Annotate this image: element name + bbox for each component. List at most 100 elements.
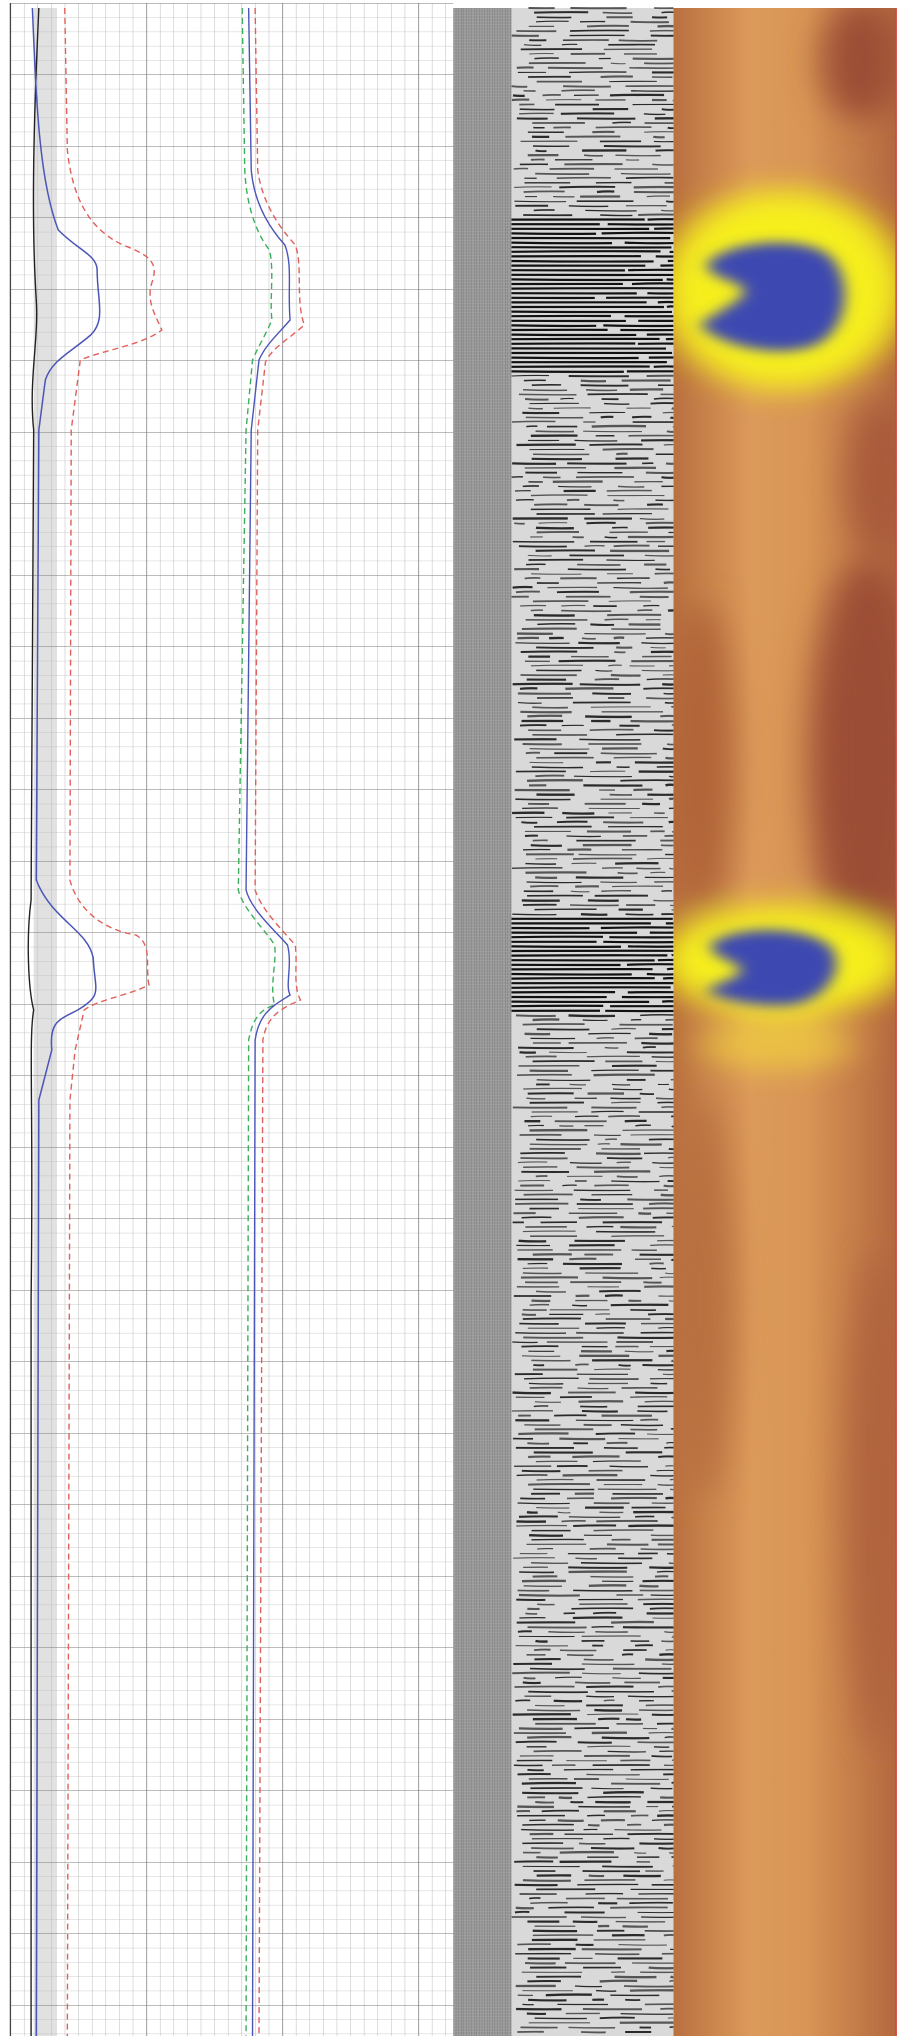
wiggle-stroke bbox=[585, 715, 632, 719]
wiggle-stroke bbox=[518, 1239, 547, 1243]
wiggle-stroke bbox=[651, 1755, 673, 1758]
wiggle-stroke bbox=[595, 1432, 636, 1435]
wiggle-stroke bbox=[515, 1014, 556, 1018]
wiggle-stroke bbox=[608, 664, 622, 667]
wiggle-stroke bbox=[667, 1156, 674, 1159]
wiggle-stroke bbox=[610, 673, 641, 677]
wiggle-stroke bbox=[646, 678, 674, 681]
wiggle-stroke bbox=[667, 126, 674, 130]
wiggle-stroke bbox=[600, 881, 637, 884]
wiggle-stroke bbox=[589, 443, 643, 446]
wiggle-stroke bbox=[612, 121, 632, 124]
wiggle-stroke bbox=[580, 379, 607, 383]
wiggle-stroke bbox=[561, 609, 612, 613]
wiggle-stroke bbox=[613, 544, 650, 548]
wiggle-stroke bbox=[665, 756, 674, 760]
wiggle-stroke bbox=[603, 1791, 644, 1794]
wiggle-stroke bbox=[664, 632, 674, 636]
wiggle-stroke bbox=[618, 1364, 631, 1367]
wiggle-stroke bbox=[608, 1115, 641, 1118]
wiggle-stroke bbox=[511, 232, 597, 236]
wiggle-stroke bbox=[584, 544, 605, 547]
wiggle-stroke bbox=[512, 1671, 570, 1675]
wiggle-stroke bbox=[631, 415, 652, 419]
wiggle-stroke bbox=[594, 1708, 623, 1712]
wiggle-stroke bbox=[590, 1575, 634, 1578]
wiggle-stroke bbox=[611, 1180, 660, 1183]
wiggle-stroke bbox=[643, 113, 666, 116]
wiggle-stroke bbox=[542, 93, 561, 97]
wiggle-stroke bbox=[623, 1985, 674, 1988]
wiggle-stroke bbox=[527, 1442, 550, 1445]
wiggle-stroke bbox=[666, 305, 674, 309]
wiggle-stroke bbox=[568, 205, 609, 208]
wiggle-stroke bbox=[624, 241, 674, 245]
wiggle-stroke bbox=[593, 1529, 654, 1532]
wiggle-stroke bbox=[559, 1850, 614, 1854]
wiggle-stroke bbox=[658, 1810, 674, 1812]
wiggle-stroke bbox=[511, 935, 603, 939]
wiggle-stroke bbox=[617, 1336, 674, 1339]
wiggle-stroke bbox=[664, 1736, 674, 1739]
wiggle-stroke bbox=[526, 881, 582, 884]
wiggle-stroke bbox=[514, 186, 552, 188]
wiggle-stroke bbox=[631, 282, 674, 286]
wiggle-stroke bbox=[530, 844, 562, 847]
wiggle-stroke bbox=[530, 494, 588, 497]
wiggle-stroke bbox=[573, 1524, 617, 1527]
wiggle-stroke bbox=[511, 241, 612, 245]
wiggle-stroke bbox=[620, 2012, 674, 2015]
wiggle-stroke bbox=[532, 1018, 560, 1022]
blue-curve bbox=[32, 8, 99, 2036]
wiggle-stroke bbox=[591, 1110, 624, 1113]
wiggle-stroke bbox=[611, 1083, 631, 1086]
wiggle-stroke bbox=[592, 1460, 641, 1463]
wiggle-stroke bbox=[517, 1943, 551, 1946]
wiggle-stroke bbox=[665, 200, 674, 203]
wiggle-stroke bbox=[561, 1519, 586, 1523]
wiggle-stroke bbox=[520, 604, 547, 607]
wiggle-stroke bbox=[535, 20, 569, 23]
wiggle-stroke bbox=[618, 1944, 667, 1946]
wiggle-stroke bbox=[649, 1607, 674, 1610]
wiggle-stroke bbox=[560, 397, 574, 400]
wiggle-stroke bbox=[522, 1023, 585, 1026]
wiggle-stroke bbox=[635, 1124, 651, 1127]
red-dashed-curve bbox=[65, 8, 162, 2036]
wiggle-stroke bbox=[523, 1585, 562, 1587]
wiggle-stroke bbox=[577, 1741, 612, 1744]
wiggle-stroke bbox=[517, 1502, 570, 1505]
wiggle-stroke bbox=[616, 733, 674, 736]
wiggle-stroke bbox=[525, 1612, 538, 1615]
wiggle-stroke bbox=[581, 1672, 621, 1675]
wiggle-stroke bbox=[670, 1359, 675, 1363]
wiggle-stroke bbox=[521, 821, 538, 824]
wiggle-stroke bbox=[615, 154, 661, 157]
wiggle-stroke bbox=[558, 485, 592, 488]
wiggle-stroke bbox=[532, 706, 568, 709]
wiggle-stroke bbox=[522, 1272, 562, 1275]
wiggle-stroke bbox=[566, 835, 601, 838]
wiggle-stroke bbox=[531, 766, 584, 769]
wiggle-stroke bbox=[527, 554, 552, 557]
wiggle-stroke bbox=[531, 1562, 569, 1565]
wiggle-track bbox=[511, 8, 674, 2036]
wiggle-stroke bbox=[616, 1175, 638, 1178]
wiggle-stroke bbox=[599, 2016, 635, 2020]
wiggle-stroke bbox=[586, 24, 629, 28]
wiggle-stroke bbox=[627, 1695, 674, 1698]
wiggle-stroke bbox=[659, 1175, 674, 1177]
wiggle-stroke bbox=[594, 1368, 631, 1371]
wiggle-stroke bbox=[577, 1387, 609, 1390]
wiggle-stroke bbox=[535, 172, 590, 175]
wiggle-stroke bbox=[527, 1709, 581, 1712]
wiggle-stroke bbox=[657, 1483, 674, 1486]
wiggle-stroke bbox=[606, 489, 652, 492]
wiggle-stroke bbox=[637, 609, 653, 612]
wiggle-stroke bbox=[620, 1424, 664, 1427]
wiggle-stroke bbox=[575, 1363, 589, 1366]
wiggle-stroke bbox=[521, 1781, 577, 1785]
wiggle-stroke bbox=[561, 89, 595, 92]
wiggle-stroke bbox=[570, 29, 629, 32]
